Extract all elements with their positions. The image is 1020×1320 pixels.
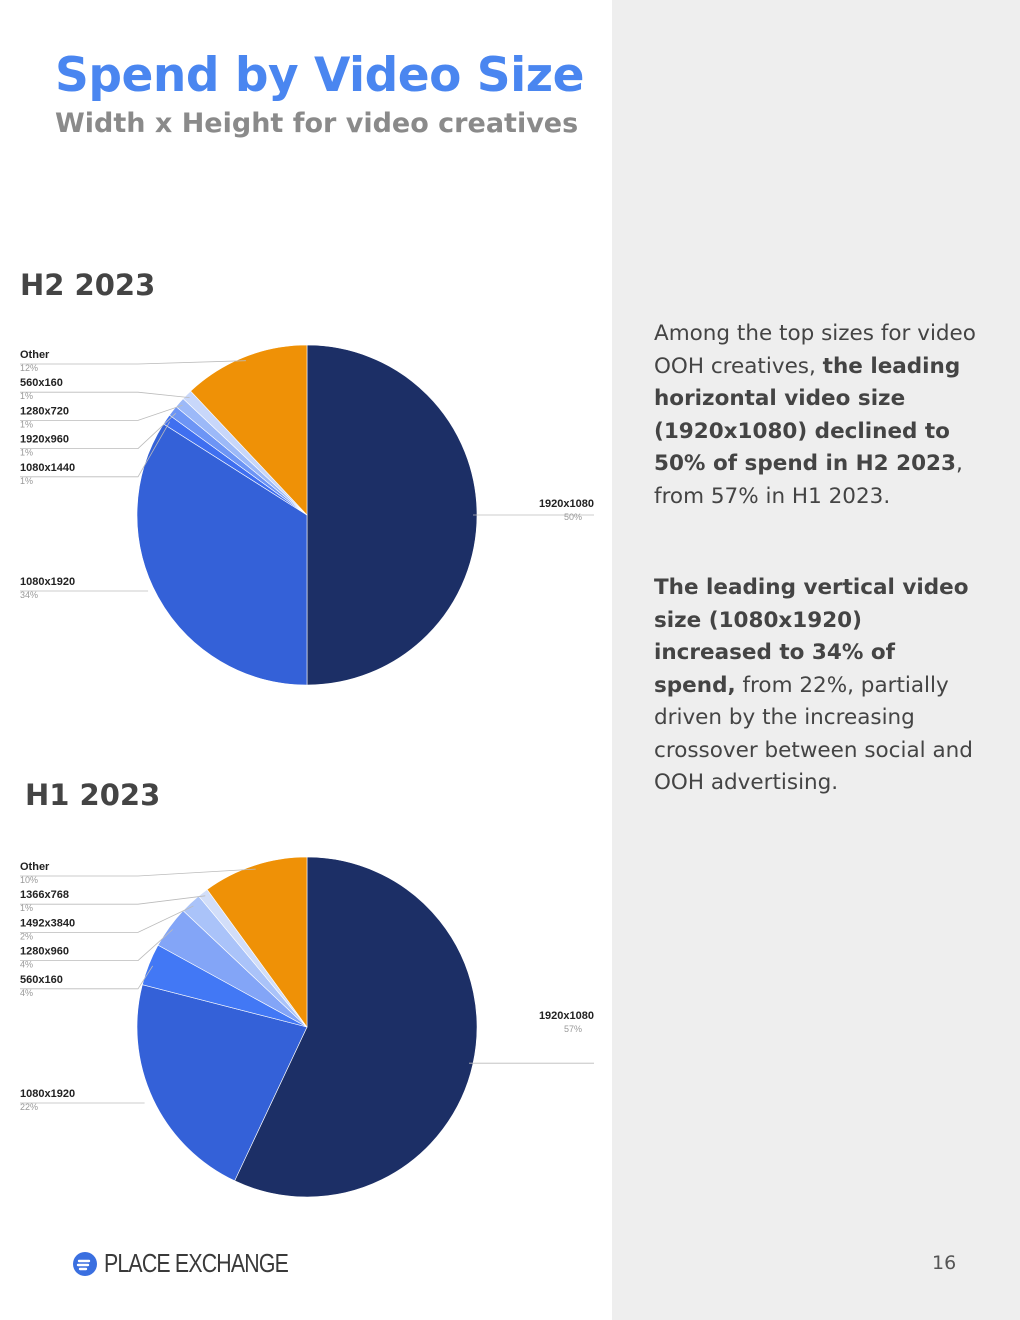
leader-line [20,905,194,933]
slice-label-1366x768: 1366x768 [20,889,69,901]
slice-pct-1280x720: 1% [20,419,33,429]
chart-title-h1-2023: H1 2023 [25,778,161,812]
p1-tail: , from 57% in H1 2023. [654,451,963,509]
slice-pct-1492x3840: 2% [20,931,33,941]
slice-label-1492x3840: 1492x3840 [20,917,75,929]
slice-label-1920x960: 1920x960 [20,434,69,446]
slice-label-1920x1080: 1920x1080 [539,498,594,510]
pie-slice-1920x1080 [234,856,478,1198]
slice-label-1920x1080: 1920x1080 [539,1010,594,1022]
slice-pct-1080x1920: 34% [20,590,38,600]
slice-label-1080x1920: 1080x1920 [20,576,75,588]
page-subtitle: Width x Height for video creatives [55,108,579,139]
slice-label-1080x1920: 1080x1920 [20,1088,75,1100]
slice-pct-1920x1080: 50% [564,512,582,522]
p2-bold: The leading vertical video size (1080x19… [654,575,969,698]
pie-slice-1920x1080 [306,344,478,686]
slice-pct-1366x768: 1% [20,903,33,913]
p2-text: from 22%, partially driven by the increa… [654,672,973,796]
leader-line [20,895,206,905]
slice-pct-1080x1920: 22% [20,1102,38,1112]
slice-pct-560x160: 4% [20,988,33,998]
p1-bold: the leading horizontal video size (1920x… [654,353,961,477]
slice-pct-other: 12% [20,363,38,373]
leader-line [20,391,190,398]
brand-name: PLACE EXCHANGE [104,1248,289,1278]
chart-title-h2-2023: H2 2023 [20,268,156,302]
page-number: 16 [932,1252,957,1274]
body-paragraph-2: The leading vertical video size (1080x19… [654,572,984,800]
leader-line [20,965,154,990]
slice-label-other: Other [20,349,50,361]
pie-chart-h2-2023: 1920x1080 50% 1080x1920 34% 1080x1440 1% 1920x… [20,344,594,686]
slice-pct-1080x1440: 1% [20,476,33,486]
pie-slice-1080x1920 [136,984,308,1182]
pie-slice-other [206,856,308,1028]
leader-line [20,421,171,478]
pie-chart-h1-2023: 1920x1080 57% 1080x1920 22% 560x160 4% 1280x96… [20,856,594,1198]
slice-pct-1280x960: 4% [20,960,33,970]
slice-label-1280x720: 1280x720 [20,405,69,417]
leader-line [20,929,173,962]
slice-label-1280x960: 1280x960 [20,946,69,958]
right-panel [612,0,1020,1320]
slice-label-1080x1440: 1080x1440 [20,462,75,474]
slice-label-560x160: 560x160 [20,377,63,389]
slice-pct-1920x960: 1% [20,448,33,458]
page-title: Spend by Video Size [55,48,585,103]
leader-line [20,413,177,450]
pie-slice-other [190,344,308,516]
p1-text: Among the top sizes for video OOH creati… [654,321,976,379]
place-exchange-logo-icon [73,1251,97,1276]
slice-label-other: Other [20,861,50,873]
leader-line [20,868,256,877]
leader-line [20,404,183,421]
brand-logo: PLACE EXCHANGE [72,1248,328,1279]
slice-label-560x160: 560x160 [20,974,63,986]
leader-line [20,360,246,365]
slice-pct-other: 10% [20,875,38,885]
slice-pct-1920x1080: 57% [564,1024,582,1034]
body-paragraph-1: Among the top sizes for video OOH creati… [654,318,984,513]
slice-pct-560x160: 1% [20,391,33,401]
